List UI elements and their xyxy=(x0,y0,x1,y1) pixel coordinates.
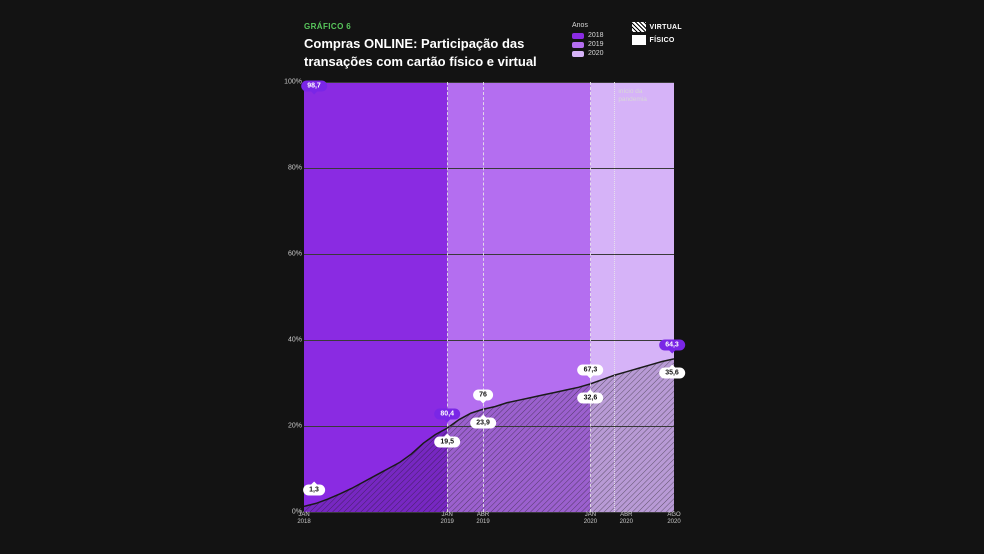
pandemic-annotation: início dapandemia xyxy=(618,88,647,104)
fisico-band xyxy=(590,82,674,384)
y-axis-label: 80% xyxy=(280,165,302,172)
callout-fisico: 98,7 xyxy=(301,81,327,92)
legend-fisico: FÍSICO xyxy=(632,35,682,45)
callout-fisico: 76 xyxy=(473,390,493,401)
reference-vline xyxy=(590,82,591,512)
legend-virtual-label: VIRTUAL xyxy=(650,24,682,31)
callout-virtual: 1,3 xyxy=(303,485,325,496)
legend-year-row: 2018 xyxy=(572,32,604,39)
plot-area: 0%20%40%60%80%100%JAN 2018JAN 2019ABR 20… xyxy=(304,82,674,512)
callout-virtual: 35,6 xyxy=(659,368,685,379)
legend-fisico-label: FÍSICO xyxy=(650,37,675,44)
year-swatch-icon xyxy=(572,33,584,39)
legend-year-row: 2019 xyxy=(572,41,604,48)
chart-container: GRÁFICO 6 Compras ONLINE: Participação d… xyxy=(304,22,682,512)
fisico-band xyxy=(447,82,590,428)
area-chart-svg xyxy=(304,82,674,512)
legend-year-label: 2019 xyxy=(588,41,604,48)
hatch-swatch-icon xyxy=(632,22,646,32)
year-swatch-icon xyxy=(572,42,584,48)
legend-type: VIRTUAL FÍSICO xyxy=(632,22,682,70)
chart-supertitle: GRÁFICO 6 xyxy=(304,22,544,31)
x-axis-label: JAN 2019 xyxy=(441,512,454,526)
legend-years: Anos 2018 2019 2020 xyxy=(572,22,604,70)
callout-virtual: 23,9 xyxy=(470,418,496,429)
x-axis-label: ABR 2019 xyxy=(476,512,489,526)
x-axis-label: JAN 2018 xyxy=(297,512,310,526)
x-axis-label: JAN 2020 xyxy=(584,512,597,526)
legend-year-row: 2020 xyxy=(572,50,604,57)
x-axis-label: AGO 2020 xyxy=(667,512,680,526)
callout-virtual: 19,5 xyxy=(434,437,460,448)
y-axis-label: 40% xyxy=(280,337,302,344)
reference-vline xyxy=(483,82,484,512)
pandemic-vline xyxy=(614,82,615,512)
callout-fisico: 64,3 xyxy=(659,340,685,351)
y-axis-label: 20% xyxy=(280,423,302,430)
gridline xyxy=(304,82,674,83)
y-axis-label: 100% xyxy=(280,79,302,86)
x-axis-label: ABR 2020 xyxy=(620,512,633,526)
gridline xyxy=(304,340,674,341)
gridline xyxy=(304,254,674,255)
title-block: GRÁFICO 6 Compras ONLINE: Participação d… xyxy=(304,22,544,70)
callout-virtual: 32,6 xyxy=(578,392,604,403)
chart-title: Compras ONLINE: Participação das transaç… xyxy=(304,35,544,70)
solid-swatch-icon xyxy=(632,35,646,45)
year-swatch-icon xyxy=(572,51,584,57)
chart-header: GRÁFICO 6 Compras ONLINE: Participação d… xyxy=(304,22,682,70)
callout-fisico: 67,3 xyxy=(578,364,604,375)
legend-virtual: VIRTUAL xyxy=(632,22,682,32)
gridline xyxy=(304,168,674,169)
legend-years-header: Anos xyxy=(572,22,604,29)
legend-year-label: 2018 xyxy=(588,32,604,39)
callout-fisico: 80,4 xyxy=(434,409,460,420)
legend-year-label: 2020 xyxy=(588,50,604,57)
y-axis-label: 60% xyxy=(280,251,302,258)
